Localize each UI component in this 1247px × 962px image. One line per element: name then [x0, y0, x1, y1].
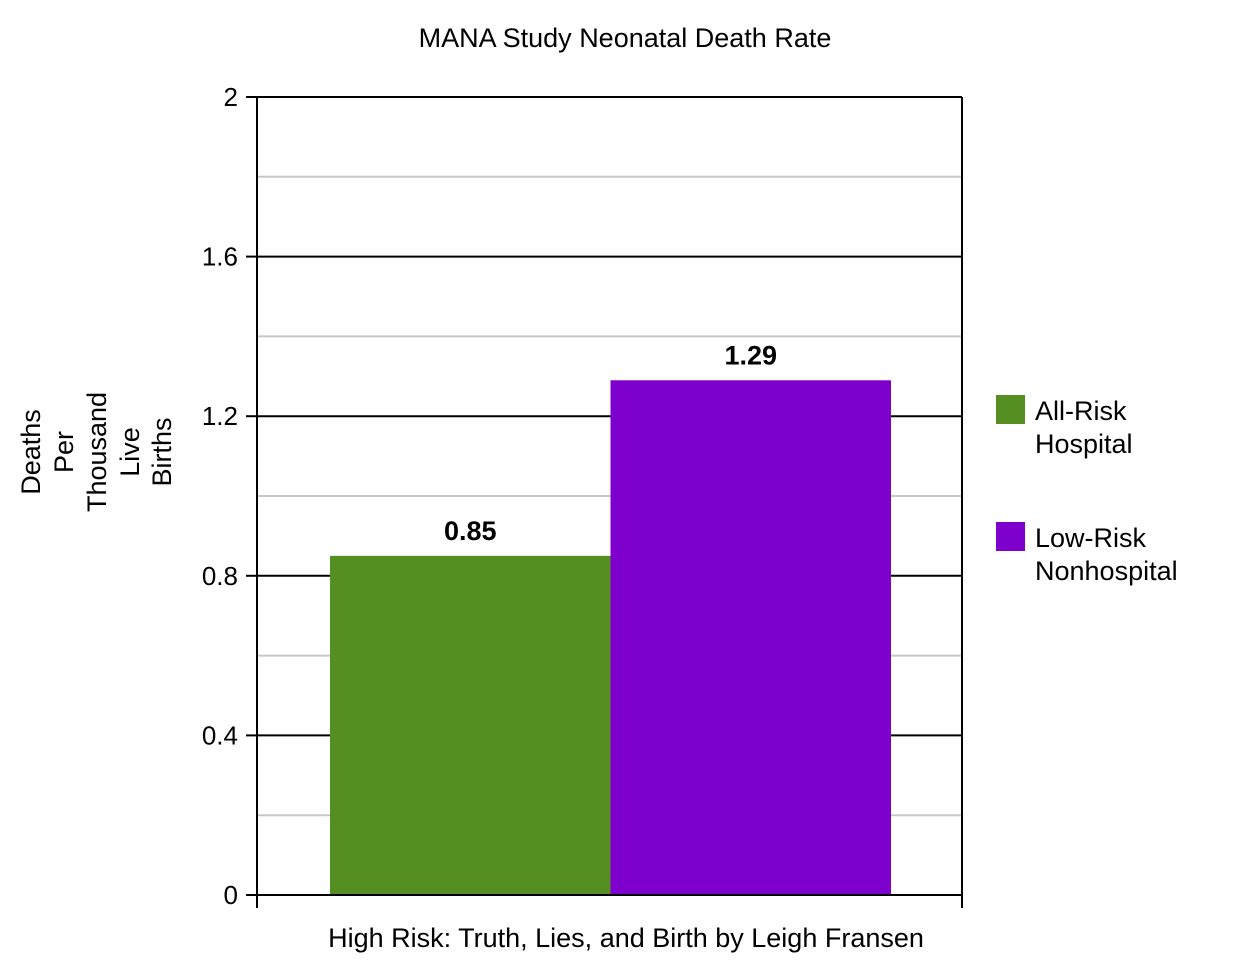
bar-low-risk-nonhospital: [610, 380, 891, 895]
x-axis-label: High Risk: Truth, Lies, and Birth by Lei…: [328, 923, 924, 953]
bar-all-risk-hospital: [330, 555, 611, 895]
legend-label: Nonhospital: [1035, 556, 1178, 586]
y-tick-label: 0: [224, 880, 238, 910]
legend-swatch: [996, 395, 1025, 424]
y-tick-labels: 0 0.4 0.8 1.2 1.6 2: [202, 82, 238, 910]
bar-value-label: 1.29: [724, 340, 777, 370]
y-tick-label: 2: [224, 82, 238, 112]
y-tick-label: 1.2: [202, 401, 238, 431]
y-axis-label-line: Births: [147, 417, 177, 486]
legend-swatch: [996, 522, 1025, 551]
y-axis-label-line: Thousand: [82, 392, 112, 512]
data-labels: 0.85 1.29: [444, 340, 777, 546]
bars: [330, 380, 891, 895]
y-axis-label-line: Deaths: [16, 409, 46, 495]
legend-label: Low-Risk: [1035, 523, 1147, 553]
legend-label: All-Risk: [1035, 396, 1127, 426]
y-tick-label: 1.6: [202, 242, 238, 272]
y-tick-label: 0.8: [202, 561, 238, 591]
bar-value-label: 0.85: [444, 516, 497, 546]
y-axis-label-line: Per: [49, 431, 79, 473]
y-axis-label: Deaths Per Thousand Live Births: [16, 392, 177, 512]
y-axis-label-line: Live: [115, 427, 145, 477]
y-tick-label: 0.4: [202, 720, 238, 750]
chart-title: MANA Study Neonatal Death Rate: [419, 23, 832, 53]
axes: [246, 96, 963, 908]
legend-label: Hospital: [1035, 429, 1133, 459]
